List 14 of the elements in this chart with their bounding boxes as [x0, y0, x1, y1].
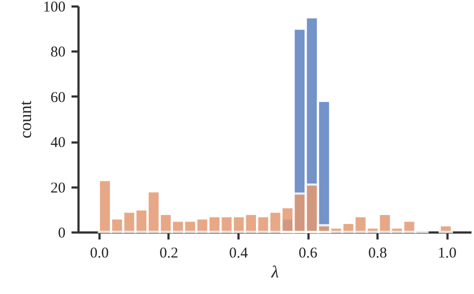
y-tick-label: 80: [50, 44, 66, 61]
x-axis-title: λ: [270, 262, 279, 282]
y-tick-label: 40: [50, 135, 66, 152]
x-tick-label: 0.2: [160, 246, 178, 262]
y-axis-title: count: [16, 100, 35, 138]
x-tick-label: 0.6: [298, 246, 318, 262]
y-tick-label: 60: [50, 90, 66, 106]
y-tick-label: 0: [58, 226, 66, 242]
y-tick-label: 100: [43, 0, 66, 16]
x-tick-label: 0.0: [90, 246, 109, 262]
x-tick-label: 1.0: [438, 246, 457, 262]
x-tick-label: 0.4: [229, 246, 248, 262]
x-tick-label: 0.8: [368, 246, 387, 262]
y-tick-label: 20: [50, 180, 66, 196]
